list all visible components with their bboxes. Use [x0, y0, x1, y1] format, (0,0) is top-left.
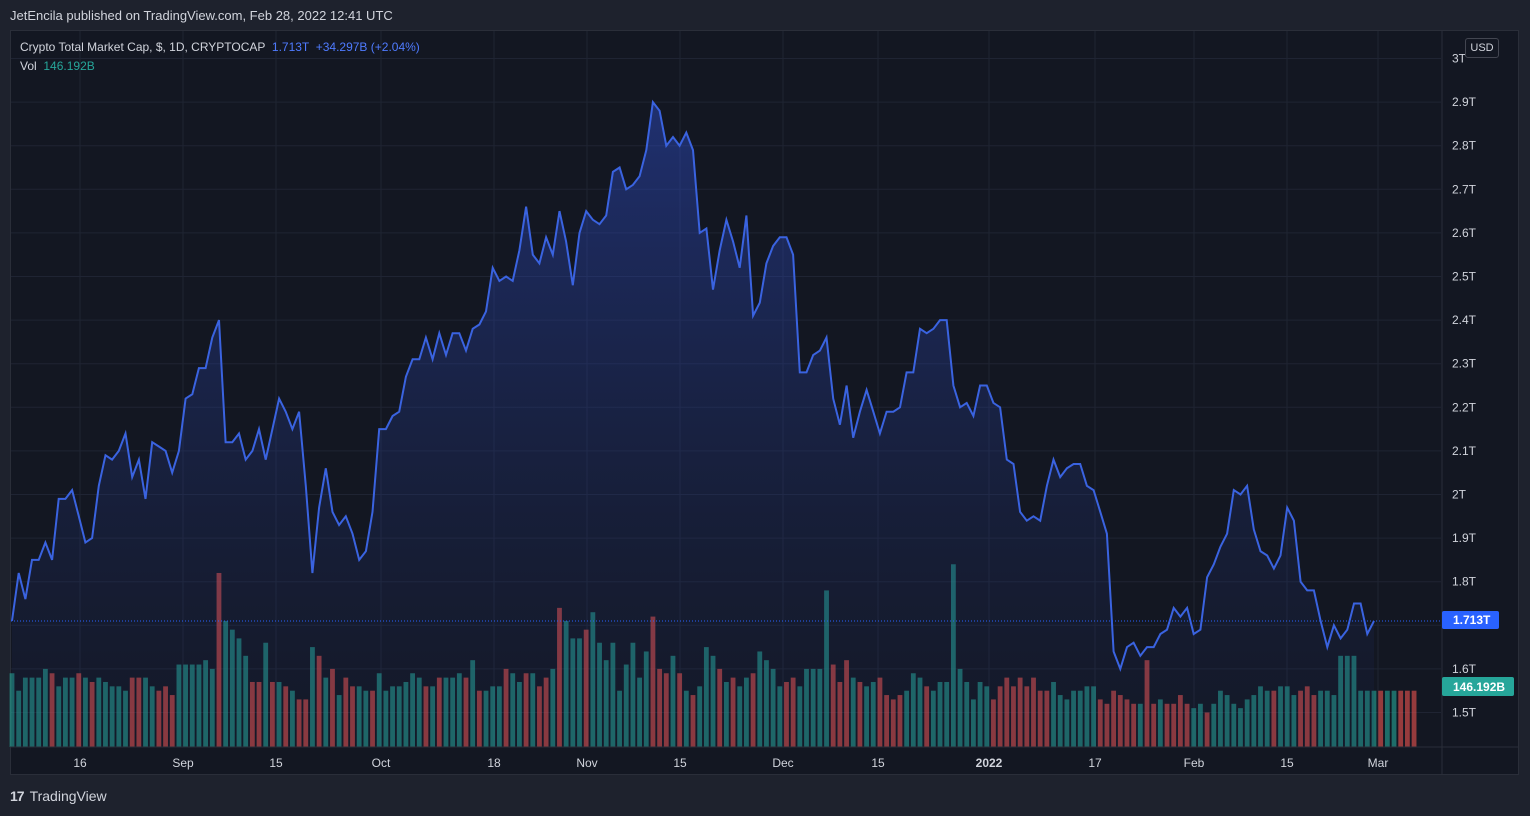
price-tick-label: 2.2T: [1452, 400, 1477, 414]
time-tick-label: 18: [487, 756, 501, 770]
volume-bar: [1411, 690, 1417, 747]
price-tick-label: 1.6T: [1452, 662, 1477, 676]
svg-text:1.713T: 1.713T: [1453, 613, 1491, 627]
price-tick-label: 2.8T: [1452, 139, 1477, 153]
time-axis[interactable]: 16 Sep 15 Oct 18 Nov 15 Dec 15 2022 17 Feb 15 Mar: [73, 756, 1388, 770]
price-tick-label: 1.8T: [1452, 575, 1477, 589]
price-tick-label: 2.3T: [1452, 357, 1477, 371]
footer-brand[interactable]: 17 TradingView: [10, 788, 107, 804]
price-tick-label: 2.4T: [1452, 313, 1477, 327]
price-tick-label: 2.1T: [1452, 444, 1477, 458]
time-tick-label: 2022: [976, 756, 1003, 770]
price-change: +34.297B (+2.04%): [315, 40, 420, 54]
time-tick-label: 15: [1280, 756, 1294, 770]
time-tick-label: Feb: [1184, 756, 1205, 770]
publisher-caption: JetEncila published on TradingView.com, …: [10, 8, 393, 23]
volume-bar: [1391, 690, 1397, 747]
brand-name: TradingView: [29, 788, 107, 804]
volume-bar: [1404, 690, 1410, 747]
price-tick-label: 1.5T: [1452, 706, 1477, 720]
volume-value: 146.192B: [43, 59, 95, 73]
time-tick-label: Dec: [772, 756, 793, 770]
time-tick-label: Sep: [172, 756, 194, 770]
svg-text:146.192B: 146.192B: [1453, 680, 1505, 694]
volume-bar: [1384, 690, 1390, 747]
last-price: 1.713T: [271, 40, 310, 54]
volume-bar: [1398, 690, 1404, 747]
symbol-title[interactable]: Crypto Total Market Cap, $, 1D, CRYPTOCA…: [20, 40, 266, 54]
price-axis[interactable]: 3T 2.9T 2.8T 2.7T 2.6T 2.5T 2.4T 2.3T 2.2T 2.1T 2T…: [1452, 52, 1477, 720]
time-tick-label: 15: [269, 756, 283, 770]
symbol-legend: Crypto Total Market Cap, $, 1D, CRYPTOCA…: [20, 38, 420, 76]
time-tick-label: 15: [673, 756, 687, 770]
time-tick-label: 15: [871, 756, 885, 770]
price-tick-label: 3T: [1452, 52, 1467, 66]
tradingview-logo-icon: 17: [10, 788, 25, 804]
price-tick-label: 1.9T: [1452, 531, 1477, 545]
price-line: [11, 99, 1375, 672]
time-tick-label: Oct: [372, 756, 391, 770]
time-tick-label: Mar: [1368, 756, 1389, 770]
time-tick-label: 17: [1088, 756, 1102, 770]
time-tick-label: Nov: [576, 756, 597, 770]
last-volume-tag: 146.192B: [1442, 677, 1514, 696]
price-tick-label: 2.9T: [1452, 95, 1477, 109]
price-tick-label: 2T: [1452, 488, 1467, 502]
last-price-tag: 1.713T: [1442, 611, 1499, 629]
volume-label[interactable]: Vol: [20, 59, 37, 73]
time-tick-label: 16: [73, 756, 87, 770]
price-tick-label: 2.7T: [1452, 182, 1477, 196]
price-tick-label: 2.5T: [1452, 270, 1477, 284]
volume-bar: [1378, 690, 1384, 747]
currency-button[interactable]: USD: [1465, 38, 1499, 58]
price-tick-label: 2.6T: [1452, 226, 1477, 240]
area-fill: [12, 102, 1374, 748]
